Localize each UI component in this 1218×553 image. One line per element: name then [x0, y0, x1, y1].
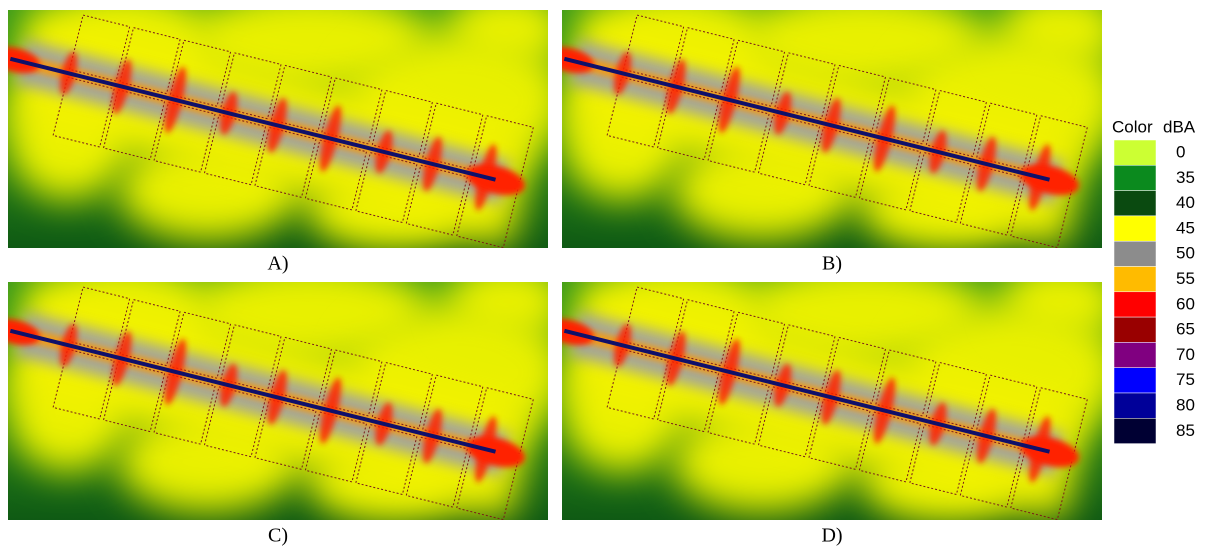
legend-swatch: [1114, 317, 1156, 342]
legend-value: 55: [1176, 269, 1195, 288]
legend-swatch: [1114, 368, 1156, 393]
high-noise-area: [1002, 262, 1122, 342]
legend-value: 75: [1176, 370, 1195, 389]
noise-map: [529, 262, 1122, 522]
legend-value: 45: [1176, 218, 1195, 237]
noise-map: [0, 0, 568, 250]
noise-map: [0, 262, 568, 522]
panel-label: A): [267, 253, 288, 275]
high-noise-area: [448, 262, 568, 342]
legend-value: 0: [1176, 142, 1185, 161]
legend-swatch: [1114, 140, 1156, 165]
panel-label: B): [822, 253, 842, 275]
legend-value: 40: [1176, 193, 1195, 212]
legend-color-header: Color: [1112, 117, 1153, 136]
legend-value: 35: [1176, 168, 1195, 187]
panel-label: D): [821, 525, 842, 547]
legend-unit-header: dBA: [1163, 117, 1196, 136]
legend-swatch: [1114, 165, 1156, 190]
legend-swatch: [1114, 191, 1156, 216]
figure: Color dBA A) B) C) D) 0 35 40 45 50 55 60 65 70 75 80 8…: [0, 0, 1218, 553]
panel-label: C): [268, 525, 288, 547]
legend-swatch: [1114, 292, 1156, 317]
legend-swatch: [1114, 216, 1156, 241]
legend-value: 65: [1176, 320, 1195, 339]
legend-value: 50: [1176, 244, 1195, 263]
legend-value: 70: [1176, 345, 1195, 364]
legend-swatch: [1114, 241, 1156, 266]
legend-swatch: [1114, 418, 1156, 443]
noise-map: [529, 0, 1122, 250]
legend-swatch: [1114, 393, 1156, 418]
legend-value: 80: [1176, 395, 1195, 414]
legend-value: 85: [1176, 421, 1195, 440]
legend-swatch: [1114, 267, 1156, 292]
legend-value: 60: [1176, 294, 1195, 313]
legend-swatch: [1114, 342, 1156, 367]
